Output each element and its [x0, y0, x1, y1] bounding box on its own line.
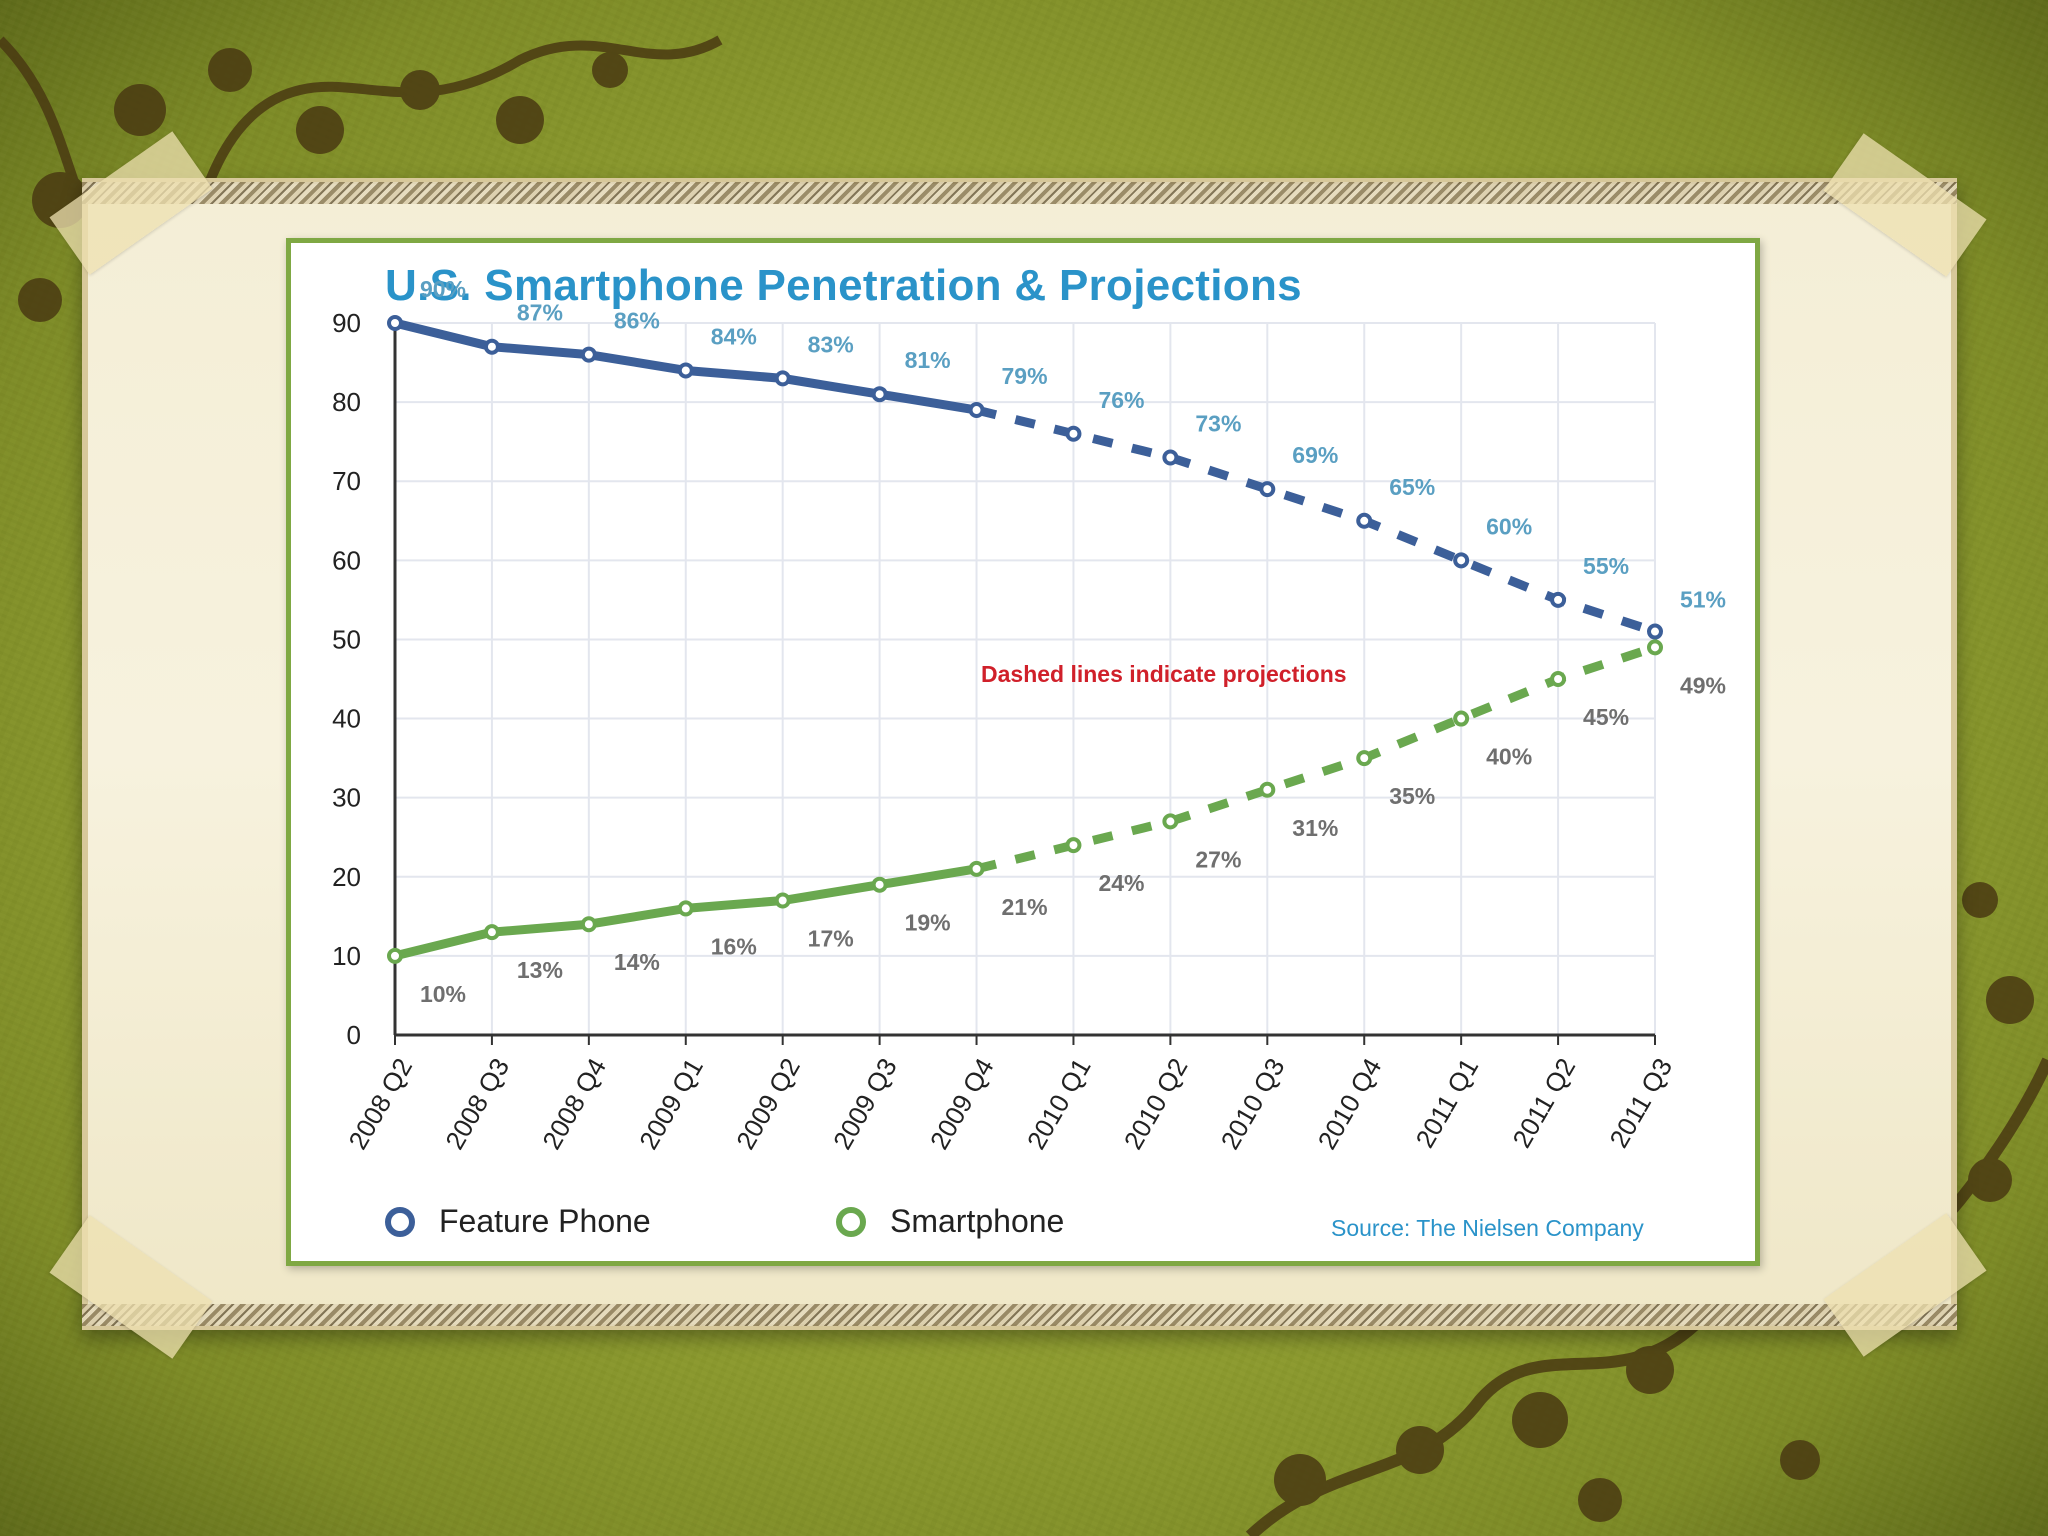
smartphone-point	[1453, 710, 1470, 727]
feature-phone-point	[1065, 425, 1082, 442]
smartphone-data-label: 35%	[1389, 783, 1435, 809]
smartphone-data-label: 13%	[517, 957, 563, 983]
legend-label-feature-phone: Feature Phone	[439, 1203, 651, 1239]
feature-phone-data-label: 55%	[1583, 553, 1629, 579]
smartphone-data-label: 45%	[1583, 704, 1629, 730]
feature-phone-data-label: 60%	[1486, 513, 1532, 539]
y-tick-label: 80	[332, 387, 361, 417]
legend-label-smartphone: Smartphone	[890, 1203, 1065, 1239]
y-tick-label: 0	[347, 1020, 361, 1050]
x-tick-label: 2011 Q2	[1506, 1053, 1581, 1153]
y-tick-label: 40	[332, 704, 361, 734]
legend-item-smartphone: Smartphone	[836, 1203, 1064, 1240]
smartphone-point	[871, 876, 888, 893]
y-tick-label: 30	[332, 783, 361, 813]
feature-phone-point	[1550, 591, 1567, 608]
smartphone-data-label: 24%	[1098, 870, 1144, 896]
x-tick-label: 2010 Q4	[1312, 1053, 1388, 1154]
feature-phone-point	[968, 402, 985, 419]
smartphone-point	[774, 892, 791, 909]
smartphone-point	[1162, 813, 1179, 830]
line-chart: 0 10 20 30 40 50 60 70 80 90 2008 Q2 2008 Q3 2008 Q4…	[332, 276, 1726, 1154]
smartphone-point	[1550, 671, 1567, 687]
feature-phone-data-label: 81%	[905, 347, 951, 373]
feature-phone-data-label: 79%	[1002, 363, 1048, 389]
x-tick-label: 2008 Q4	[536, 1053, 612, 1154]
x-tick-label: 2011 Q1	[1409, 1053, 1484, 1153]
feature-phone-point	[580, 346, 597, 363]
feature-phone-legend-marker	[385, 1206, 415, 1237]
smartphone-point	[1065, 837, 1082, 854]
feature-phone-data-label: 69%	[1292, 442, 1338, 468]
smartphone-legend-marker	[836, 1206, 866, 1237]
y-tick-label: 70	[332, 466, 361, 496]
feature-phone-point	[871, 386, 888, 403]
smartphone-data-label: 27%	[1195, 846, 1241, 872]
card-border-bottom	[82, 1304, 1957, 1326]
chart-panel: U.S. Smartphone Penetration & Projection…	[286, 238, 1760, 1266]
smartphone-point	[968, 860, 985, 877]
smartphone-data-label: 21%	[1002, 894, 1048, 920]
smartphone-point	[580, 916, 597, 933]
x-tick-label: 2010 Q1	[1021, 1053, 1097, 1154]
smartphone-data-label: 40%	[1486, 744, 1532, 770]
feature-phone-data-label: 87%	[517, 300, 563, 326]
y-tick-label: 90	[332, 308, 361, 338]
feature-phone-data-label: 84%	[711, 323, 757, 349]
feature-phone-point	[387, 315, 403, 331]
smartphone-data-label: 10%	[420, 981, 466, 1007]
feature-phone-point	[1647, 623, 1663, 640]
y-tick-label: 50	[332, 624, 361, 654]
y-tick-label: 20	[332, 862, 361, 892]
feature-phone-data-label: 76%	[1098, 387, 1144, 413]
smartphone-data-label: 31%	[1292, 815, 1338, 841]
source-credit: Source: The Nielsen Company	[1331, 1215, 1644, 1241]
smartphone-point	[1259, 781, 1276, 798]
y-tick-label: 60	[332, 545, 361, 575]
feature-phone-data-label: 90%	[420, 276, 466, 302]
card-border-top	[82, 182, 1957, 204]
smartphone-point	[387, 947, 403, 964]
x-tick-label: 2009 Q1	[633, 1053, 709, 1154]
smartphone-data-label: 16%	[711, 933, 757, 959]
x-tick-label: 2010 Q3	[1215, 1053, 1291, 1154]
feature-phone-point	[774, 370, 791, 387]
feature-phone-data-label: 86%	[614, 308, 660, 334]
legend-item-feature-phone: Feature Phone	[385, 1203, 651, 1240]
smartphone-data-label: 19%	[905, 910, 951, 936]
feature-phone-point	[1259, 481, 1276, 498]
smartphone-data-label: 17%	[808, 926, 854, 952]
x-tick-label: 2008 Q3	[439, 1053, 515, 1154]
chart-title: U.S. Smartphone Penetration & Projection…	[385, 261, 1302, 310]
feature-phone-data-label: 51%	[1680, 587, 1726, 613]
feature-phone-data-label: 65%	[1389, 474, 1435, 500]
x-tick-label: 2009 Q3	[827, 1053, 903, 1154]
x-tick-label: 2011 Q3	[1603, 1053, 1678, 1153]
smartphone-point	[1356, 750, 1373, 767]
feature-phone-point	[1453, 552, 1470, 569]
feature-phone-point	[483, 338, 500, 355]
feature-phone-data-label: 73%	[1195, 410, 1241, 436]
smartphone-point	[483, 924, 500, 941]
feature-phone-point	[677, 362, 694, 379]
x-tick-label: 2010 Q2	[1118, 1053, 1194, 1154]
smartphone-data-label: 14%	[614, 949, 660, 975]
x-tick-label: 2008 Q2	[342, 1053, 418, 1154]
feature-phone-data-label: 83%	[808, 331, 854, 357]
feature-phone-point	[1356, 512, 1373, 529]
x-tick-label: 2009 Q2	[730, 1053, 806, 1154]
smartphone-point	[1647, 639, 1663, 656]
smartphone-point	[677, 900, 694, 917]
x-tick-label: 2009 Q4	[924, 1053, 1000, 1154]
smartphone-data-label: 49%	[1680, 672, 1726, 698]
projection-note: Dashed lines indicate projections	[981, 661, 1347, 687]
feature-phone-point	[1162, 449, 1179, 466]
y-tick-label: 10	[332, 941, 361, 971]
